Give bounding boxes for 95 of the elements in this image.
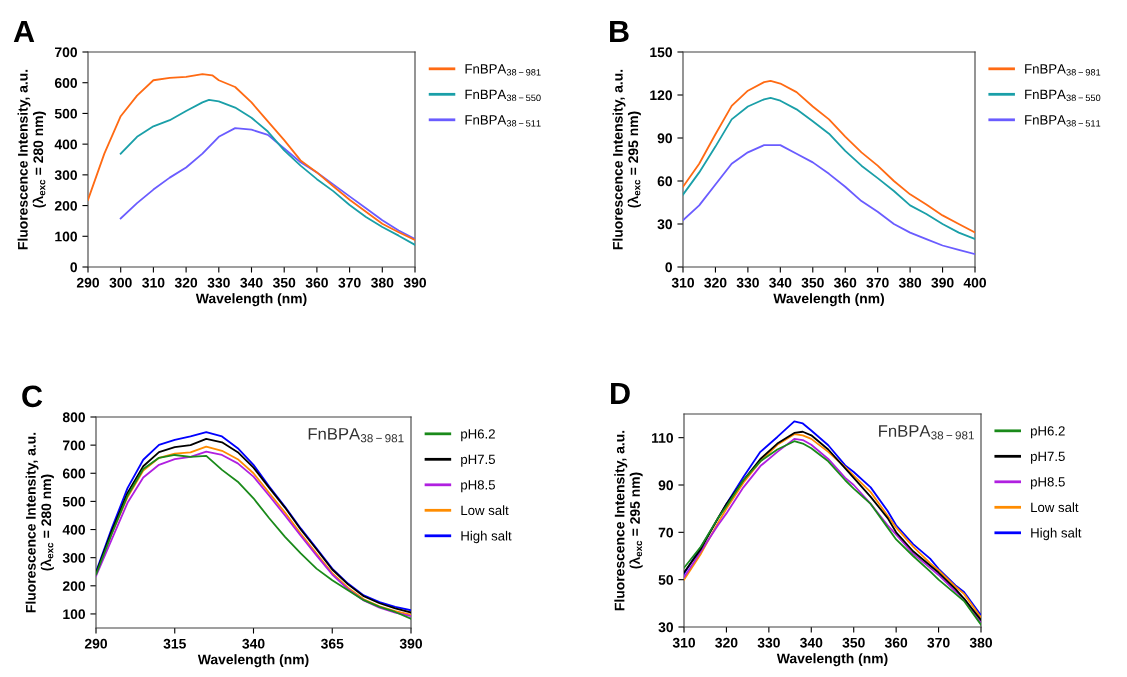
y-tick-label: 50 [658,575,674,585]
x-tick-label: 380 [371,277,394,288]
x-axis-title: Wavelength (nm) [195,293,307,307]
line-series [88,73,415,241]
y-tick-label: 700 [55,47,78,58]
y-tick-label: 100 [55,231,78,242]
x-tick-label: 360 [833,277,857,288]
y-tick-label: 300 [62,553,86,563]
line-series [683,144,975,256]
legend-label: High salt [461,530,512,544]
legend-label: FnBPA$_{38−550}$ [1025,89,1101,102]
x-tick-label: 390 [403,277,427,288]
legend-label: Low salt [461,505,509,516]
x-tick-label: 340 [800,637,823,648]
y-tick-label: 300 [54,170,78,181]
y-axis-title: Fluorescence Intensity, a.u. (λ$_{exc}$ = 295 nm) [612,69,641,250]
x-tick-label: 370 [338,277,361,288]
line-series [119,99,415,246]
x-tick-label: 400 [963,277,987,288]
x-tick-label: 315 [163,638,186,649]
legend-label: pH6.2 [461,429,495,442]
legend-label: FnBPA$_{38−511}$ [465,115,541,127]
y-tick-label: 0 [70,262,78,273]
legend-label: pH7.5 [461,454,495,467]
x-tick-label: 360 [305,277,328,288]
x-tick-label: 350 [272,277,296,288]
x-tick-label: 330 [736,277,759,288]
y-tick-label: 60 [657,176,673,187]
y-tick-label: 700 [63,440,86,451]
x-tick-label: 380 [898,277,922,288]
x-tick-label: 330 [757,637,780,648]
x-axis-title: Wavelength (nm) [776,653,888,667]
x-tick-label: 350 [801,277,824,288]
x-tick-label: 370 [866,277,889,288]
y-tick-label: 120 [650,90,673,101]
x-tick-label: 290 [84,638,108,649]
legend-label: High salt [1031,527,1082,541]
y-tick-label: 30 [657,219,673,230]
x-tick-label: 320 [704,277,727,288]
legend-label: FnBPA$_{38−511}$ [1025,115,1101,127]
annotation: FnBPA$_{38−981}$ [308,428,404,443]
x-tick-label: 290 [76,277,100,288]
y-axis-title: Fluorescence Intensity, a.u. (λ$_{exc}$ = 295 nm) [614,430,643,611]
x-tick-label: 340 [242,638,265,649]
chart-title: B [610,20,629,42]
x-tick-label: 380 [969,637,993,648]
y-axis-title: Fluorescence Intensity, a.u. (λ$_{exc}$ = 280 nm) [25,432,54,613]
y-tick-label: 800 [62,412,86,423]
legend-label: FnBPA$_{38−981}$ [1025,64,1101,76]
x-tick-label: 340 [769,277,792,288]
y-tick-label: 500 [54,108,78,119]
y-tick-label: 200 [54,200,78,211]
legend-label: pH8.5 [461,480,495,493]
y-tick-label: 500 [62,496,86,507]
x-tick-label: 310 [671,277,695,288]
annotation: FnBPA$_{38−981}$ [879,425,974,440]
y-axis-title: Fluorescence Intensity, a.u. (λ$_{exc}$ = 280 nm) [17,69,46,250]
line-series [119,127,415,240]
y-tick-label: 600 [54,78,78,88]
x-tick-label: 390 [931,277,954,288]
x-tick-label: 320 [715,637,738,648]
y-tick-label: 70 [658,527,674,538]
chart-title: A [13,20,35,42]
legend-label: pH7.5 [1031,451,1065,464]
chart-title: D [611,382,630,404]
x-tick-label: 360 [884,637,908,648]
legend-label: Low salt [1031,502,1079,513]
legend-label: FnBPA$_{38−550}$ [465,89,541,102]
x-tick-label: 350 [842,637,865,648]
x-tick-label: 365 [320,638,344,649]
chart-title: C [22,385,43,408]
x-tick-label: 390 [399,638,423,649]
x-axis-title: Wavelength (nm) [773,293,884,307]
x-tick-label: 330 [207,277,230,288]
y-tick-label: 90 [658,480,674,491]
y-tick-label: 90 [657,133,673,144]
y-tick-label: 200 [62,581,86,591]
y-tick-label: 150 [650,47,673,58]
x-tick-label: 310 [142,277,165,288]
x-tick-label: 310 [672,637,696,648]
x-axis-title: Wavelength (nm) [197,654,309,668]
x-tick-label: 370 [927,637,950,648]
y-tick-label: 600 [62,468,86,479]
legend-label: pH8.5 [1031,477,1065,490]
x-tick-label: 340 [240,277,263,288]
legend-label: pH6.2 [1031,426,1065,439]
legend-label: FnBPA$_{38−981}$ [465,64,541,76]
y-tick-label: 400 [54,139,78,150]
x-tick-label: 300 [109,277,132,288]
y-tick-label: 0 [665,262,673,273]
y-tick-label: 400 [62,524,86,535]
y-tick-label: 30 [658,622,674,633]
x-tick-label: 320 [174,277,198,288]
y-tick-label: 100 [63,609,86,620]
y-tick-label: 110 [652,433,674,443]
